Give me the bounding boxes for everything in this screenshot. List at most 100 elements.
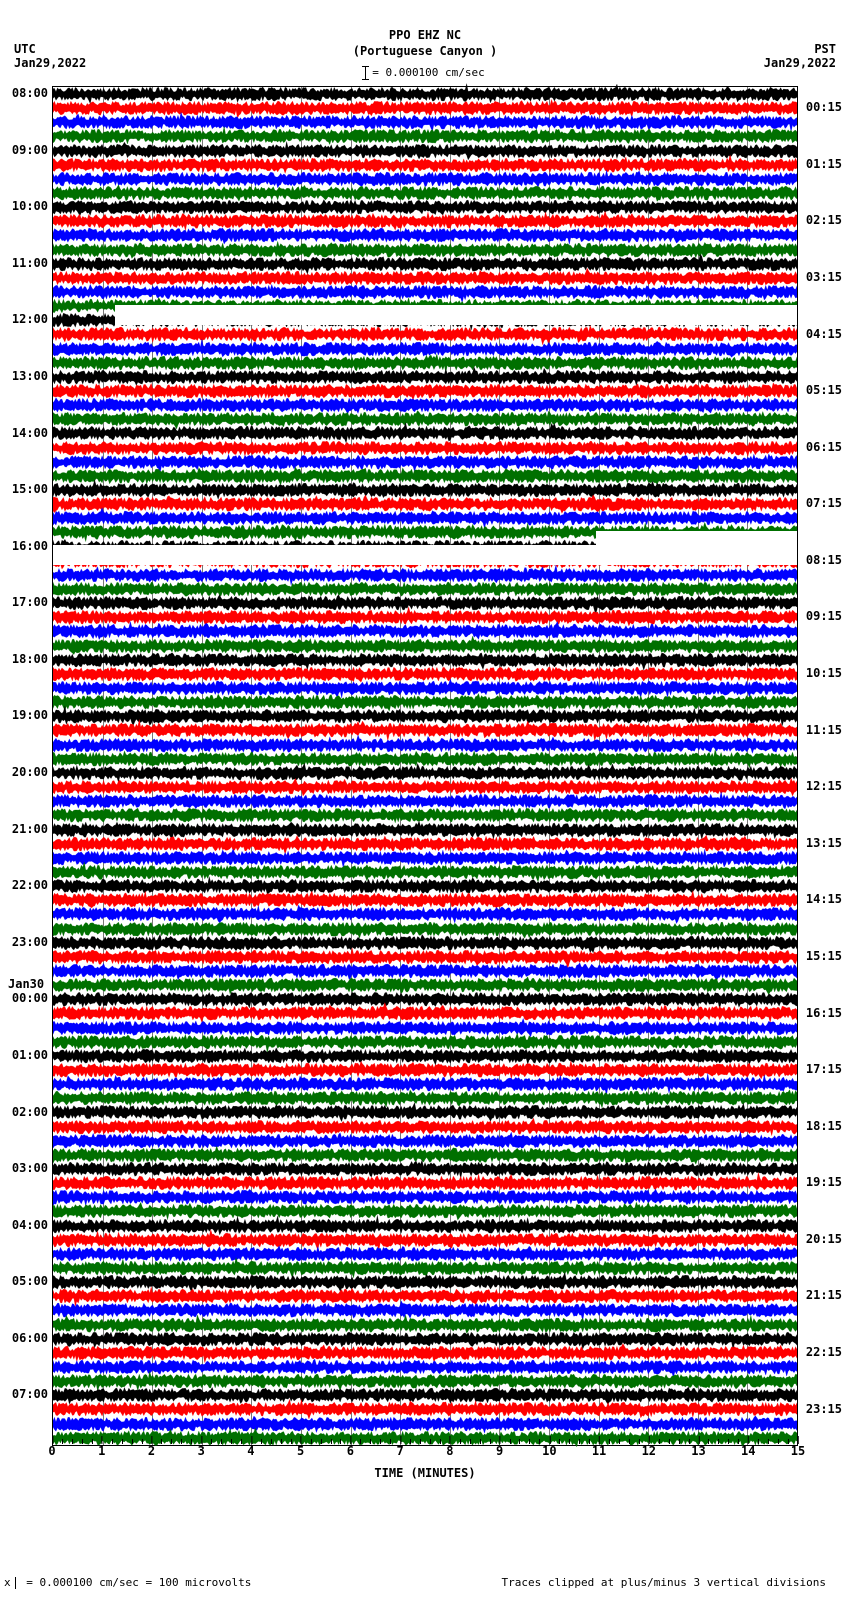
x-tick-label: 1 [98, 1444, 105, 1458]
x-tick-label: 13 [691, 1444, 705, 1458]
utc-hour-label: 12:00 [8, 312, 48, 326]
station-location: (Portuguese Canyon ) [0, 44, 850, 60]
x-tick-minor [440, 1439, 441, 1444]
utc-hour-label: 15:00 [8, 482, 48, 496]
scale-text: = 0.000100 cm/sec [372, 66, 485, 79]
x-tick-label: 15 [791, 1444, 805, 1458]
station-id: PPO EHZ NC [0, 28, 850, 44]
data-gap [53, 545, 797, 565]
pst-hour-label: 19:15 [806, 1175, 842, 1189]
tz-right-label: PST [764, 42, 836, 56]
pst-hour-label: 10:15 [806, 666, 842, 680]
x-tick-label: 10 [542, 1444, 556, 1458]
utc-hour-label: 11:00 [8, 256, 48, 270]
utc-hour-label: 02:00 [8, 1105, 48, 1119]
scale-bar-icon [365, 66, 366, 80]
x-tick-minor [92, 1439, 93, 1444]
x-tick-minor [390, 1439, 391, 1444]
x-tick-minor [370, 1439, 371, 1444]
pst-hour-label: 23:15 [806, 1402, 842, 1416]
pst-hour-label: 04:15 [806, 327, 842, 341]
pst-hour-label: 22:15 [806, 1345, 842, 1359]
helicorder-plot [52, 86, 798, 1446]
x-tick-minor [519, 1439, 520, 1444]
utc-hour-label: 09:00 [8, 143, 48, 157]
x-tick-minor [410, 1439, 411, 1444]
pst-hour-label: 05:15 [806, 383, 842, 397]
pst-hour-label: 09:15 [806, 609, 842, 623]
x-tick-minor [132, 1439, 133, 1444]
x-tick-minor [679, 1439, 680, 1444]
utc-hour-label: 23:00 [8, 935, 48, 949]
utc-hour-label: 17:00 [8, 595, 48, 609]
utc-hour-label: 18:00 [8, 652, 48, 666]
x-tick-minor [758, 1439, 759, 1444]
x-tick-minor [122, 1439, 123, 1444]
x-tick-minor [589, 1439, 590, 1444]
x-tick-minor [768, 1439, 769, 1444]
tz-left-date: Jan29,2022 [14, 56, 86, 70]
pst-hour-label: 20:15 [806, 1232, 842, 1246]
x-tick-minor [221, 1439, 222, 1444]
x-tick-minor [191, 1439, 192, 1444]
x-tick-minor [62, 1439, 63, 1444]
x-tick-minor [420, 1439, 421, 1444]
pst-hour-label: 17:15 [806, 1062, 842, 1076]
pst-hour-label: 18:15 [806, 1119, 842, 1133]
x-tick-minor [708, 1439, 709, 1444]
tz-right: PST Jan29,2022 [764, 42, 836, 70]
x-tick-minor [380, 1439, 381, 1444]
pst-hour-label: 02:15 [806, 213, 842, 227]
x-tick-minor [331, 1439, 332, 1444]
x-tick-minor [689, 1439, 690, 1444]
x-tick-minor [788, 1439, 789, 1444]
x-tick-minor [241, 1439, 242, 1444]
utc-hour-label: 16:00 [8, 539, 48, 553]
x-tick-label: 6 [347, 1444, 354, 1458]
utc-hour-label: 06:00 [8, 1331, 48, 1345]
x-tick-minor [559, 1439, 560, 1444]
footer-left-text: = 0.000100 cm/sec = 100 microvolts [20, 1576, 252, 1589]
x-tick-minor [311, 1439, 312, 1444]
x-tick-minor [639, 1439, 640, 1444]
x-tick-minor [281, 1439, 282, 1444]
x-tick-minor [171, 1439, 172, 1444]
tz-left: UTC Jan29,2022 [14, 42, 86, 70]
utc-hour-label: 19:00 [8, 708, 48, 722]
pst-hour-label: 12:15 [806, 779, 842, 793]
data-gap [115, 305, 797, 325]
utc-hour-label: 08:00 [8, 86, 48, 100]
x-tick-minor [609, 1439, 610, 1444]
pst-hour-label: 21:15 [806, 1288, 842, 1302]
x-tick-minor [181, 1439, 182, 1444]
utc-hour-label: 14:00 [8, 426, 48, 440]
utc-hour-label: 13:00 [8, 369, 48, 383]
x-tick-minor [738, 1439, 739, 1444]
x-tick-minor [728, 1439, 729, 1444]
x-tick-label: 4 [247, 1444, 254, 1458]
tz-right-date: Jan29,2022 [764, 56, 836, 70]
x-tick-minor [510, 1439, 511, 1444]
x-tick-minor [579, 1439, 580, 1444]
x-tick-minor [82, 1439, 83, 1444]
utc-hour-label: 04:00 [8, 1218, 48, 1232]
x-tick-minor [659, 1439, 660, 1444]
scale-legend: = 0.000100 cm/sec [0, 66, 850, 80]
utc-date-change: Jan30 [8, 977, 44, 991]
title-block: PPO EHZ NC (Portuguese Canyon ) [0, 28, 850, 59]
utc-hour-label: 07:00 [8, 1387, 48, 1401]
x-axis: TIME (MINUTES) 0123456789101112131415 [52, 1444, 798, 1504]
x-tick-label: 5 [297, 1444, 304, 1458]
pst-hour-label: 14:15 [806, 892, 842, 906]
x-tick-minor [669, 1439, 670, 1444]
pst-hour-label: 13:15 [806, 836, 842, 850]
x-tick-label: 12 [642, 1444, 656, 1458]
pst-hour-label: 00:15 [806, 100, 842, 114]
footer-left: x = 0.000100 cm/sec = 100 microvolts [4, 1576, 251, 1589]
pst-hour-label: 15:15 [806, 949, 842, 963]
utc-hour-label: 00:00 [8, 991, 48, 1005]
x-tick-minor [231, 1439, 232, 1444]
utc-hour-label: 22:00 [8, 878, 48, 892]
x-tick-minor [470, 1439, 471, 1444]
footer-right: Traces clipped at plus/minus 3 vertical … [501, 1576, 826, 1589]
